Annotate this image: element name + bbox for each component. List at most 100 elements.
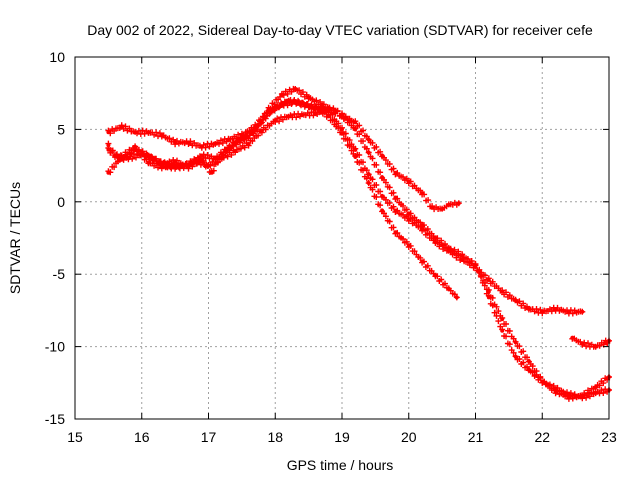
data-point (486, 278, 491, 282)
data-point (293, 99, 298, 104)
data-point (299, 112, 304, 117)
data-point (593, 390, 598, 395)
data-point (186, 140, 191, 145)
data-point (540, 309, 545, 314)
data-point (326, 114, 331, 119)
series-trace-f (569, 335, 612, 350)
data-point (273, 118, 278, 123)
data-point (133, 130, 138, 135)
data-point (566, 309, 571, 314)
data-point (433, 240, 438, 245)
data-point (106, 147, 111, 152)
data-point (440, 207, 445, 211)
data-series (105, 85, 612, 402)
data-point (306, 95, 311, 100)
data-point (279, 92, 284, 97)
data-point (454, 295, 459, 300)
y-tick-label: -5 (53, 266, 66, 282)
data-point (199, 144, 204, 149)
data-point (540, 379, 545, 384)
data-point (366, 137, 371, 142)
data-point (353, 154, 358, 159)
data-point (119, 154, 124, 159)
data-point (553, 307, 558, 311)
data-point (253, 128, 258, 133)
data-point (246, 141, 251, 146)
data-point (340, 131, 344, 136)
data-point (553, 389, 558, 394)
data-point (286, 114, 291, 119)
data-point (593, 385, 598, 390)
x-tick-label: 21 (468, 429, 484, 445)
series-trace-e (475, 268, 612, 402)
series-markers (105, 97, 460, 301)
data-point (213, 141, 218, 146)
series-trace-c (105, 97, 460, 301)
data-point (430, 205, 435, 210)
data-point (366, 181, 371, 185)
y-tick-label: 0 (57, 194, 65, 210)
data-point (133, 144, 138, 149)
data-point (146, 153, 151, 158)
data-point (446, 249, 451, 253)
data-point (500, 289, 505, 294)
x-tick-label: 15 (67, 429, 83, 445)
data-point (393, 195, 398, 200)
x-tick-label: 17 (201, 429, 217, 445)
data-point (173, 165, 178, 169)
data-point (570, 335, 575, 340)
data-point (500, 328, 505, 333)
data-point (320, 107, 324, 112)
data-point (366, 172, 371, 177)
data-point (119, 124, 124, 129)
data-point (173, 140, 178, 145)
data-point (279, 102, 284, 107)
data-point (406, 243, 411, 248)
data-point (433, 236, 438, 240)
data-point (476, 269, 481, 274)
data-point (209, 170, 214, 175)
x-axis-label: GPS time / hours (287, 457, 394, 473)
data-point (456, 201, 461, 206)
data-point (199, 153, 204, 158)
data-point (473, 263, 478, 268)
y-tick-label: 5 (57, 121, 65, 137)
axis-ticks: 15 16 17 18 19 20 21 22 23 -15 -10 -5 0 5 10 (45, 49, 617, 445)
data-point (603, 340, 608, 345)
data-point (353, 127, 358, 132)
data-point (593, 344, 598, 349)
data-point (446, 286, 451, 291)
series-trace-d (105, 98, 612, 402)
data-point (159, 133, 164, 138)
data-point (320, 102, 324, 107)
data-point (526, 367, 531, 372)
y-axis-label: SDTVAR / TECUs (7, 182, 23, 294)
data-point (233, 149, 238, 154)
x-tick-label: 22 (534, 429, 550, 445)
data-point (380, 208, 385, 213)
data-point (186, 162, 191, 167)
data-point (406, 179, 411, 184)
data-point (420, 259, 425, 264)
data-point (333, 110, 338, 114)
data-point (173, 159, 178, 164)
data-point (213, 156, 218, 161)
data-point (486, 289, 491, 294)
data-point (106, 170, 111, 175)
data-point (226, 146, 231, 151)
y-tick-label: -15 (45, 411, 65, 427)
data-point (433, 273, 438, 278)
chart-title: Day 002 of 2022, Sidereal Day-to-day VTE… (87, 22, 593, 38)
y-tick-label: 10 (49, 49, 65, 65)
data-point (500, 317, 505, 322)
data-point (406, 211, 411, 216)
data-point (420, 223, 425, 227)
data-point (293, 86, 298, 91)
data-point (199, 157, 204, 162)
data-point (259, 128, 264, 133)
data-point (460, 253, 465, 258)
data-point (526, 359, 531, 364)
data-point (580, 341, 585, 346)
data-point (380, 175, 385, 180)
